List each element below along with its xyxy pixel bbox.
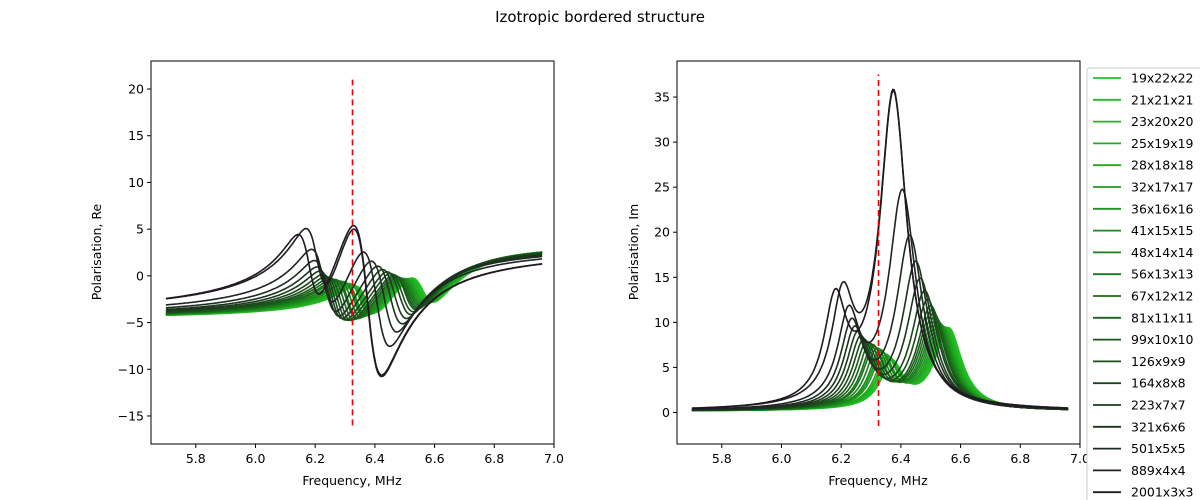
im-y-tick-label: 15: [654, 270, 670, 285]
re-x-ticks: 5.8 6.0 6.2 6.4 6.6 6.8 7.0: [186, 444, 564, 466]
re-series-line: [165, 224, 543, 376]
legend-entry-label: 889x4x4: [1131, 463, 1186, 478]
im-x-tick-label: 6.0: [772, 451, 792, 466]
re-x-tick-label: 6.4: [365, 451, 385, 466]
legend-entry-label: 126x9x9: [1131, 354, 1186, 369]
im-series-line: [691, 89, 1069, 409]
im-series-line: [691, 188, 1069, 410]
re-series-line: [165, 254, 543, 325]
re-y-tick-label: 0: [136, 268, 144, 283]
re-x-tick-label: 7.0: [544, 451, 564, 466]
legend-entry-label: 99x10x10: [1131, 332, 1194, 347]
legend-entry-label: 321x6x6: [1131, 419, 1186, 434]
legend-entry-label: 28x18x18: [1131, 158, 1194, 173]
legend-entry-label: 25x19x19: [1131, 136, 1194, 151]
im-x-ticks: 5.8 6.0 6.2 6.4 6.6 6.8 7.0: [712, 444, 1090, 466]
re-y-tick-label: 20: [128, 82, 144, 97]
im-y-tick-label: 10: [654, 315, 670, 330]
im-series-group: [691, 88, 1069, 412]
im-x-tick-label: 5.8: [712, 451, 732, 466]
legend-entry-label: 48x14x14: [1131, 245, 1194, 260]
re-axes-frame: [150, 60, 555, 445]
im-series-line: [691, 88, 1069, 410]
re-y-tick-label: −10: [118, 362, 144, 377]
plot-re: 5.8 6.0 6.2 6.4 6.6 6.8 7.0 −15 −10 −5 0 5 10 15 20 F…: [89, 60, 564, 488]
legend-frame: [1086, 67, 1200, 500]
re-x-tick-label: 6.8: [484, 451, 504, 466]
im-y-tick-label: 0: [662, 405, 670, 420]
re-series-line: [165, 255, 543, 333]
re-series-line: [165, 248, 543, 348]
legend-entry-label: 41x15x15: [1131, 223, 1194, 238]
re-x-tick-label: 6.0: [246, 451, 266, 466]
im-y-tick-label: 35: [654, 90, 670, 105]
legend-entry-label: 19x22x22: [1131, 71, 1194, 86]
legend-entry-label: 67x12x12: [1131, 289, 1194, 304]
re-y-tick-label: 15: [128, 128, 144, 143]
legend-entry-label: 223x7x7: [1131, 398, 1186, 413]
legend-entry-label: 56x13x13: [1131, 267, 1194, 282]
legend-entry-label: 21x21x21: [1131, 92, 1194, 107]
im-y-tick-label: 20: [654, 225, 670, 240]
im-y-ticks: 0 5 10 15 20 25 30 35: [654, 90, 677, 420]
im-y-tick-label: 5: [662, 360, 670, 375]
im-axes-frame: [676, 60, 1081, 445]
re-series-group: [165, 224, 543, 378]
im-series-line: [691, 260, 1069, 411]
legend-entry-label: 23x20x20: [1131, 114, 1194, 129]
im-y-axis-label: Polarisation, Im: [626, 204, 641, 300]
legend-entry-label: 164x8x8: [1131, 376, 1186, 391]
legend-entry-label: 36x16x16: [1131, 201, 1194, 216]
im-x-tick-label: 6.4: [891, 451, 911, 466]
im-y-tick-label: 30: [654, 135, 670, 150]
re-x-tick-label: 6.2: [305, 451, 325, 466]
im-x-tick-label: 7.0: [1070, 451, 1090, 466]
re-y-tick-label: −15: [118, 408, 144, 423]
im-x-axis-label: Frequency, MHz: [828, 473, 928, 488]
re-x-tick-label: 5.8: [186, 451, 206, 466]
re-y-tick-label: 10: [128, 175, 144, 190]
im-y-tick-label: 25: [654, 180, 670, 195]
legend-entry-label: 2001x3x3: [1131, 485, 1194, 500]
plot-im: 5.8 6.0 6.2 6.4 6.6 6.8 7.0 0 5 10 15 20 25 30 35 Fre…: [626, 60, 1090, 488]
figure-title: Izotropic bordered structure: [495, 8, 705, 26]
re-y-axis-label: Polarisation, Re: [89, 204, 104, 301]
re-y-tick-label: −5: [126, 315, 144, 330]
im-x-tick-label: 6.8: [1010, 451, 1030, 466]
legend-entry-label: 81x11x11: [1131, 310, 1194, 325]
legend-entry-label: 501x5x5: [1131, 441, 1186, 456]
re-y-tick-label: 5: [136, 222, 144, 237]
legend: 19x22x22 21x21x21 23x20x20 25x19x19 28x18x18…: [1086, 67, 1200, 500]
re-y-ticks: −15 −10 −5 0 5 10 15 20: [118, 82, 151, 423]
legend-entry-label: 32x17x17: [1131, 180, 1194, 195]
im-x-tick-label: 6.2: [831, 451, 851, 466]
im-x-tick-label: 6.6: [951, 451, 971, 466]
im-series-line: [691, 308, 1069, 412]
re-x-tick-label: 6.6: [425, 451, 445, 466]
re-x-axis-label: Frequency, MHz: [302, 473, 402, 488]
im-series-line: [691, 277, 1069, 411]
